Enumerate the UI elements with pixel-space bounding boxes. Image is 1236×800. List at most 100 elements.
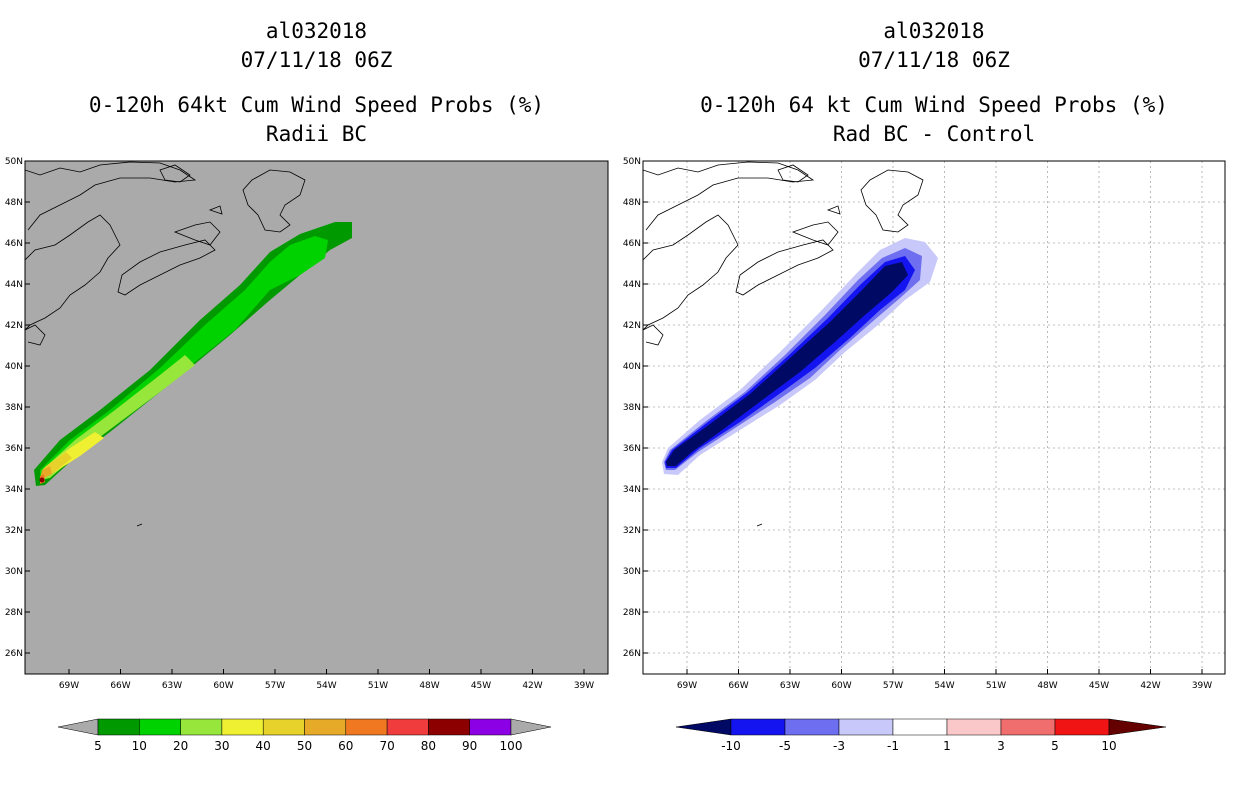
- colorbar-swatch: [139, 718, 181, 736]
- lat-label: 42N: [623, 321, 641, 331]
- colorbar-swatch: [784, 718, 840, 736]
- left-datetime: 07/11/18 06Z: [240, 48, 393, 72]
- colorbar-arrow-low: [57, 718, 99, 736]
- lon-label: 60W: [213, 681, 233, 691]
- lon-label: 54W: [316, 681, 336, 691]
- coastlines: [25, 161, 306, 527]
- lon-label: 39W: [574, 681, 594, 691]
- lat-label: 36N: [623, 444, 641, 454]
- colorbar-swatch: [1054, 718, 1110, 736]
- colorbar-arrow-high: [1108, 718, 1167, 736]
- coastlines: [643, 161, 924, 527]
- colorbar-label: 5: [1051, 739, 1059, 753]
- colorbar-swatch: [892, 718, 948, 736]
- colorbar-label: -1: [887, 739, 899, 753]
- right-storm-id: al032018: [883, 19, 985, 43]
- colorbar-swatch: [97, 718, 140, 736]
- colorbar-label: -5: [779, 739, 791, 753]
- colorbar-label: 20: [173, 739, 188, 753]
- lat-label: 34N: [5, 485, 23, 495]
- colorbar-label: 70: [379, 739, 394, 753]
- right-subtitle: Rad BC - Control: [832, 122, 1036, 146]
- left-map-frame: [24, 160, 609, 675]
- colorbar-swatch: [180, 718, 223, 736]
- lon-label: 39W: [1192, 681, 1212, 691]
- lat-label: 44N: [623, 280, 641, 290]
- colorbar-swatch: [386, 718, 429, 736]
- lat-label: 38N: [5, 403, 23, 413]
- colorbar-label: -10: [721, 739, 741, 753]
- left-colorbar: 5 10 20 30 40 50 60 70 80 90 100: [57, 718, 552, 753]
- colorbar-swatch: [946, 718, 1002, 736]
- right-map-panel: 50N 48N 46N 44N 42N 40N 38N 36N 34N 32N 30N 28N 26N 6…: [623, 157, 1226, 691]
- left-storm-id: al032018: [265, 19, 368, 43]
- colorbar-label: 40: [256, 739, 271, 753]
- lat-label: 46N: [623, 239, 641, 249]
- lat-label: 42N: [5, 321, 23, 331]
- lat-label: 38N: [623, 403, 641, 413]
- left-product-title: 0-120h 64kt Cum Wind Speed Probs (%): [88, 93, 545, 117]
- colorbar-label: 5: [94, 739, 102, 753]
- lat-label: 34N: [623, 485, 641, 495]
- lon-label: 48W: [1037, 681, 1057, 691]
- right-colorbar: -10 -5 -3 -1 1 3 5 10: [675, 718, 1167, 753]
- swath-peak: [39, 477, 45, 483]
- lon-label: 63W: [780, 681, 800, 691]
- lat-label: 46N: [5, 239, 23, 249]
- lat-label: 50N: [623, 157, 641, 167]
- lon-label: 42W: [522, 681, 542, 691]
- colorbar-swatch: [1000, 718, 1056, 736]
- right-map-frame: [642, 160, 1226, 675]
- lon-label: 51W: [986, 681, 1006, 691]
- colorbar-swatch: [304, 718, 347, 736]
- lon-label: 57W: [265, 681, 285, 691]
- colorbar-arrow-low: [675, 718, 732, 736]
- lon-label: 42W: [1140, 681, 1160, 691]
- lat-label: 32N: [5, 526, 23, 536]
- lat-label: 40N: [623, 362, 641, 372]
- colorbar-swatch: [221, 718, 264, 736]
- right-datetime: 07/11/18 06Z: [858, 48, 1010, 72]
- lat-label: 50N: [5, 157, 23, 167]
- lat-label: 32N: [623, 526, 641, 536]
- lat-label: 36N: [5, 444, 23, 454]
- colorbar-swatch: [469, 718, 512, 736]
- colorbar-swatch: [730, 718, 786, 736]
- colorbar-label: 30: [214, 739, 229, 753]
- colorbar-swatch: [262, 718, 305, 736]
- colorbar-swatch: [428, 718, 470, 736]
- colorbar-label: -3: [833, 739, 845, 753]
- colorbar-swatch: [345, 718, 388, 736]
- lon-label: 66W: [728, 681, 748, 691]
- left-panel-titles: al032018 07/11/18 06Z 0-120h 64kt Cum Wi…: [25, 17, 608, 149]
- colorbar-label: 10: [132, 739, 147, 753]
- lon-label: 51W: [368, 681, 388, 691]
- right-product-title: 0-120h 64 kt Cum Wind Speed Probs (%): [700, 93, 1168, 117]
- lat-label: 26N: [5, 649, 23, 659]
- lat-label: 48N: [5, 198, 23, 208]
- lon-label: 45W: [471, 681, 491, 691]
- left-map-panel: 50N 48N 46N 44N 42N 40N 38N 36N 34N 32N 30N 28N 26N 6…: [5, 157, 609, 691]
- lon-label: 54W: [934, 681, 954, 691]
- lon-label: 66W: [110, 681, 130, 691]
- lat-label: 30N: [623, 567, 641, 577]
- lat-label: 40N: [5, 362, 23, 372]
- colorbar-label: 1: [943, 739, 951, 753]
- colorbar-label: 10: [1101, 739, 1116, 753]
- lat-label: 28N: [623, 608, 641, 618]
- colorbar-label: 100: [500, 739, 523, 753]
- swath-contour-minus10: [666, 262, 908, 466]
- lon-label: 69W: [677, 681, 697, 691]
- probability-swath: [34, 222, 352, 486]
- lat-label: 30N: [5, 567, 23, 577]
- left-subtitle: Radii BC: [265, 122, 368, 146]
- lat-label: 44N: [5, 280, 23, 290]
- lon-label: 69W: [59, 681, 79, 691]
- colorbar-label: 80: [421, 739, 436, 753]
- colorbar-swatch: [838, 718, 894, 736]
- colorbar-label: 50: [297, 739, 312, 753]
- right-panel-titles: al032018 07/11/18 06Z 0-120h 64 kt Cum W…: [643, 17, 1225, 149]
- lat-label: 48N: [623, 198, 641, 208]
- lon-label: 45W: [1089, 681, 1109, 691]
